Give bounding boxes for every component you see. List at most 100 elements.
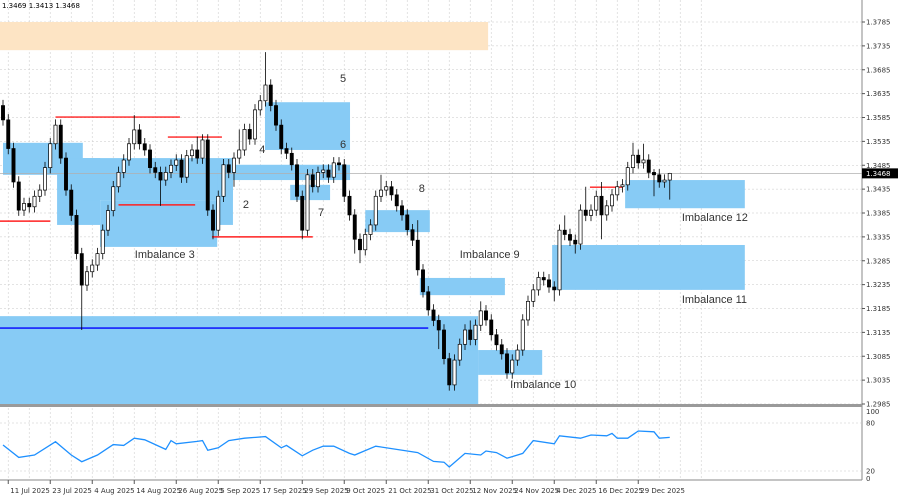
time-tick-label: 5 Sep 2025 [220,487,260,495]
candle-body [625,167,630,186]
indicator-tick-label: 20 [866,468,875,476]
candle-body [137,129,142,145]
candle [69,184,74,222]
indicator-tick-label: 80 [866,420,875,428]
candle-body [195,149,200,159]
candle [305,169,310,236]
price-tick-label: 1.3485 [866,162,891,170]
candle [662,174,667,188]
candle [6,114,11,155]
candle [625,161,630,191]
time-tick-label: 29 Sep 2025 [304,487,348,495]
candle [142,138,147,156]
candle [531,284,536,308]
candle-body [22,203,26,211]
candle-body [531,289,536,302]
candle-body [305,174,310,231]
candle-body [90,264,95,273]
candle [53,119,58,150]
candle [636,149,641,169]
candle [163,166,168,186]
candle-body [484,310,488,321]
candle [562,215,567,241]
candle [58,119,63,164]
candle [195,136,200,164]
zone-label: Imbalance 11 [682,294,747,306]
candle-body [184,155,189,178]
candle [426,286,431,316]
candle-body [505,353,509,374]
candle [132,115,137,150]
candle-body [394,194,399,207]
candle [121,154,126,179]
candle [568,228,572,246]
candle-body [641,159,646,164]
candle-body [342,164,347,197]
candle [631,142,635,174]
candle-body [111,186,116,211]
candle-body [74,215,79,254]
candle-body [599,195,604,216]
candle-body [289,152,294,166]
candle-body [499,344,504,355]
candle-body [510,359,515,374]
imbalance-zone [264,102,351,150]
candle [515,344,520,366]
candle-body [132,129,137,145]
candle [652,169,656,197]
candle [310,169,315,193]
candle [74,209,79,260]
candle-body [32,195,37,208]
candle [363,228,368,256]
candle [263,52,268,107]
ohlc-readout: 1.3469 1.3413 1.3468 [2,2,80,10]
candle [90,259,95,278]
candle [436,314,441,350]
candle-body [400,205,404,216]
current-price-label: 1.3468 [866,170,891,178]
candle-body [279,124,284,149]
candle-body [247,129,252,140]
candle-body [389,186,394,196]
candle-body [153,167,158,173]
candle [410,223,415,246]
candle-body [316,172,320,188]
candle-body [221,164,226,197]
candle [604,200,609,221]
candle [373,190,378,231]
candle-body [552,286,557,291]
candle-body [368,224,373,235]
candle-body [321,169,326,173]
candle [221,159,226,203]
time-tick-label: 31 Oct 2025 [430,487,473,495]
candle-body [426,291,431,311]
candle-body [205,139,210,211]
supply-zone [0,22,489,51]
time-tick-label: 9 Oct 2025 [346,487,385,495]
candle [32,190,37,213]
candle-body [337,162,341,166]
candle [111,181,116,217]
candle-body [352,214,357,240]
imbalance-zone [0,316,479,404]
candle-body [79,253,84,286]
zone-label: Imbalance 9 [460,249,520,261]
candle-body [48,143,53,168]
candle-body [410,229,415,241]
candle [405,209,410,236]
price-tick-label: 1.3285 [866,257,891,265]
candle [247,123,252,145]
candle [541,271,546,286]
price-tick-label: 1.3185 [866,305,891,313]
candle [342,159,347,203]
candle-body [520,319,525,351]
candle-body [547,279,551,288]
candle [657,169,662,188]
candle-body [347,195,352,216]
candle-body [373,195,378,226]
zone-label: 5 [340,73,346,85]
candle-body [100,229,105,254]
candle-body [326,169,331,178]
